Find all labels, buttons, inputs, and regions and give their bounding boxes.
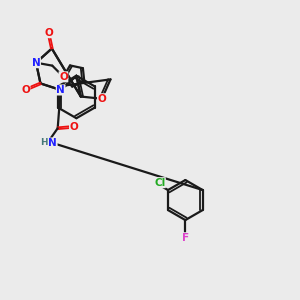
Text: O: O [21,85,30,95]
Text: N: N [56,85,65,95]
Text: O: O [44,28,53,38]
Text: Cl: Cl [154,178,165,188]
Text: O: O [98,94,106,104]
Text: O: O [59,72,68,82]
Text: H: H [40,139,48,148]
Text: F: F [182,233,189,243]
Text: N: N [48,138,57,148]
Text: N: N [32,58,40,68]
Text: O: O [70,122,78,132]
